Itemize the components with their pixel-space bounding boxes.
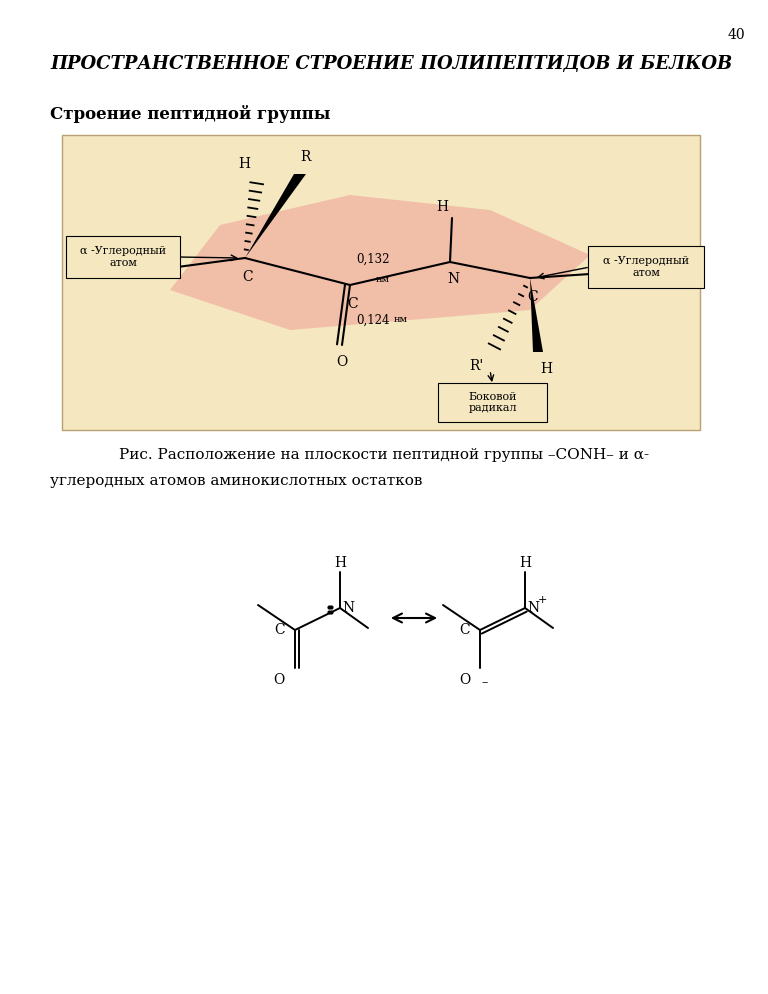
Text: O: O — [336, 355, 348, 369]
Text: α -Углеродный
атом: α -Углеродный атом — [603, 256, 689, 277]
FancyBboxPatch shape — [66, 236, 180, 278]
Text: O: O — [458, 673, 470, 687]
FancyBboxPatch shape — [62, 135, 700, 430]
Text: C: C — [459, 623, 470, 637]
Text: N: N — [342, 601, 354, 615]
Text: 0,132: 0,132 — [356, 252, 390, 265]
Polygon shape — [245, 174, 306, 258]
Text: N: N — [447, 272, 459, 286]
Text: H: H — [238, 157, 250, 171]
Polygon shape — [530, 278, 543, 352]
Text: ПРОСТРАНСТВЕННОЕ СТРОЕНИЕ ПОЛИПЕПТИДОВ И БЕЛКОВ: ПРОСТРАНСТВЕННОЕ СТРОЕНИЕ ПОЛИПЕПТИДОВ И… — [50, 55, 732, 73]
Text: углеродных атомов аминокислотных остатков: углеродных атомов аминокислотных остатко… — [50, 474, 422, 488]
FancyBboxPatch shape — [438, 383, 547, 422]
Text: C: C — [348, 297, 359, 311]
Text: +: + — [538, 595, 548, 605]
Text: O: O — [273, 673, 285, 687]
Text: C: C — [243, 270, 253, 284]
Text: H: H — [540, 362, 552, 376]
Text: 40: 40 — [728, 28, 746, 42]
Text: нм: нм — [376, 274, 390, 283]
Text: N: N — [527, 601, 539, 615]
Text: H: H — [334, 556, 346, 570]
Text: C: C — [274, 623, 285, 637]
Text: C: C — [528, 290, 538, 304]
Text: –: – — [481, 676, 487, 689]
Text: Строение пептидной группы: Строение пептидной группы — [50, 105, 330, 123]
Text: H: H — [436, 200, 448, 214]
Text: R: R — [300, 150, 310, 164]
FancyBboxPatch shape — [588, 246, 704, 288]
Text: Рис. Расположение на плоскости пептидной группы –CONH– и α-: Рис. Расположение на плоскости пептидной… — [119, 448, 649, 462]
Text: Боковой
радикал: Боковой радикал — [468, 392, 517, 414]
Text: α -Углеродный
атом: α -Углеродный атом — [80, 247, 166, 267]
Polygon shape — [170, 195, 590, 330]
Text: H: H — [519, 556, 531, 570]
Text: 0,124: 0,124 — [356, 313, 389, 326]
Text: нм: нм — [394, 315, 408, 324]
Text: R': R' — [469, 359, 483, 373]
